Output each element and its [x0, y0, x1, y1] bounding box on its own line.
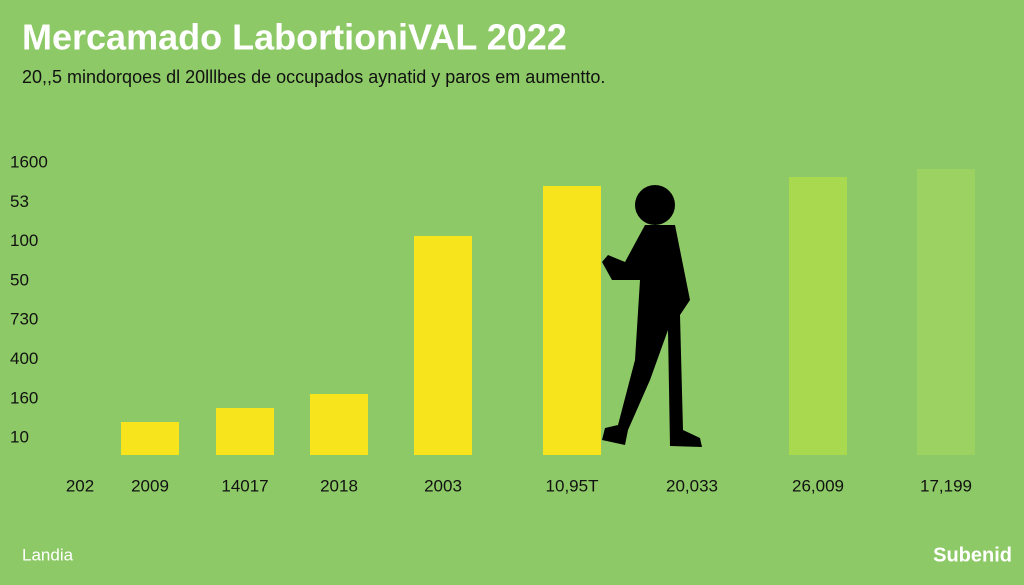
bar: [414, 236, 472, 455]
bar: [216, 408, 274, 455]
y-axis-label: 53: [10, 192, 29, 211]
x-tick-label: 2009: [131, 476, 169, 495]
bar: [310, 394, 368, 455]
y-axis-label: 1600: [10, 152, 48, 171]
bar: [543, 186, 601, 455]
y-axis-label: 730: [10, 310, 38, 329]
y-axis-label: 10: [10, 428, 29, 447]
chart-subtitle: 20,,5 mindorqoes dl 20lllbes de occupado…: [22, 67, 605, 87]
x-tick-label: 2018: [320, 476, 358, 495]
bars: [121, 169, 975, 455]
brand: Subenid: [933, 544, 1012, 566]
x-tick-label: 10,95T: [546, 476, 599, 495]
bar: [917, 169, 975, 455]
x-tick-label: 17,199: [920, 476, 972, 495]
chart-title: Mercamado LabortioniVAL 2022: [22, 17, 567, 58]
person-silhouette: [602, 185, 702, 447]
bar: [789, 177, 847, 455]
bar: [121, 422, 179, 455]
x-tick-label: 20,033: [666, 476, 718, 495]
x-tick-label: 14017: [221, 476, 268, 495]
y-axis-label: 100: [10, 231, 38, 250]
source: Landia: [22, 545, 74, 564]
y-axis-label: 400: [10, 349, 38, 368]
x-tick-label: 2003: [424, 476, 462, 495]
y-axis-label: 50: [10, 270, 29, 289]
y-axis-label: 160: [10, 388, 38, 407]
x-tick-label: 202: [66, 476, 94, 495]
x-tick-label: 26,009: [792, 476, 844, 495]
